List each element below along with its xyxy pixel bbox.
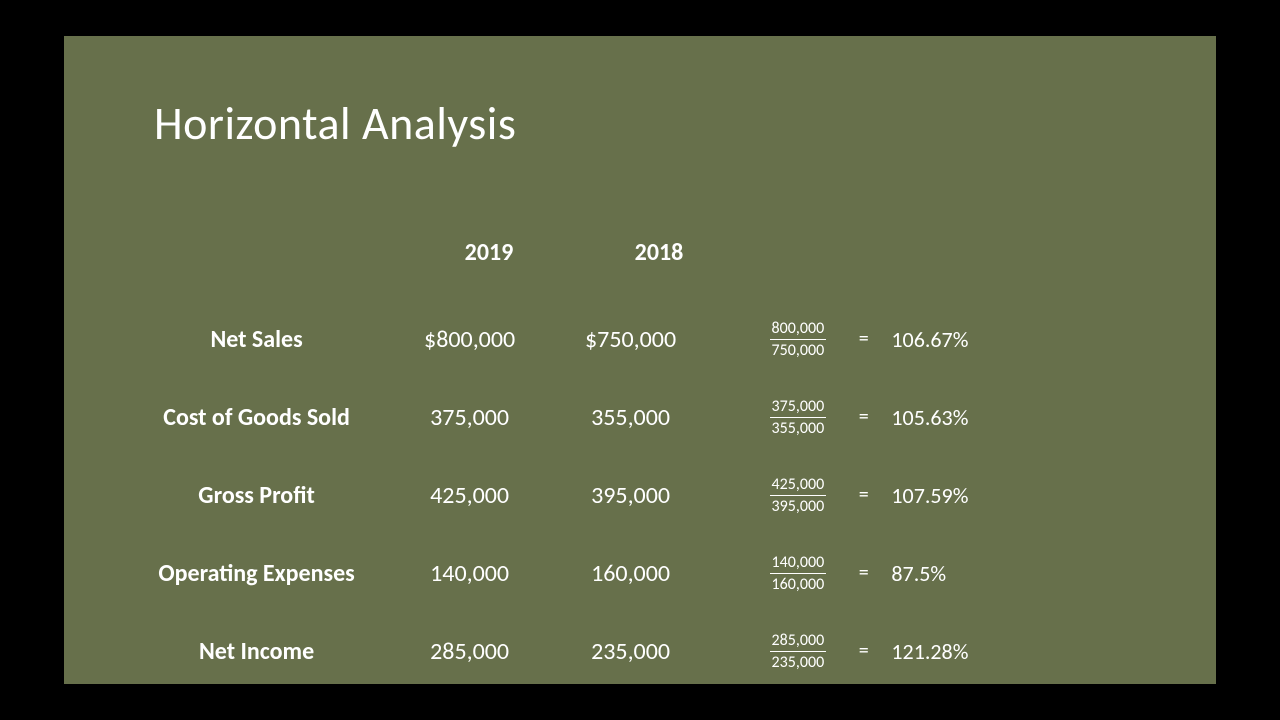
cell-2018: 355,000 xyxy=(550,403,711,432)
fraction-numerator: 375,000 xyxy=(770,397,827,417)
analysis-table: 2019 2018 Net Sales $800,000 $750,000 80… xyxy=(124,224,1024,690)
fraction-numerator: 800,000 xyxy=(770,319,827,339)
cell-2018: 160,000 xyxy=(550,559,711,588)
col-header-2018: 2018 xyxy=(574,238,744,267)
row-label: Net Income xyxy=(124,637,389,666)
cell-2019: 285,000 xyxy=(389,637,550,666)
fraction: 285,000 235,000 xyxy=(741,631,855,672)
cell-2019: 425,000 xyxy=(389,481,550,510)
cell-2018: 235,000 xyxy=(550,637,711,666)
table-header-row: 2019 2018 xyxy=(124,224,1024,280)
equals-sign: = xyxy=(855,327,882,351)
table-row: Net Income 285,000 235,000 285,000 235,0… xyxy=(124,612,1024,690)
fraction-denominator: 235,000 xyxy=(770,651,827,672)
fraction-numerator: 425,000 xyxy=(770,475,827,495)
percent-value: 87.5% xyxy=(881,560,1024,587)
row-label: Cost of Goods Sold xyxy=(124,403,389,432)
equals-sign: = xyxy=(855,405,882,429)
fraction-denominator: 160,000 xyxy=(770,573,827,594)
table-row: Net Sales $800,000 $750,000 800,000 750,… xyxy=(124,300,1024,378)
slide-title: Horizontal Analysis xyxy=(154,96,516,152)
slide: Horizontal Analysis 2019 2018 Net Sales … xyxy=(64,36,1216,684)
percent-value: 105.63% xyxy=(881,404,1024,431)
cell-2018: 395,000 xyxy=(550,481,711,510)
equals-sign: = xyxy=(855,483,882,507)
fraction-numerator: 285,000 xyxy=(770,631,827,651)
cell-2019: 140,000 xyxy=(389,559,550,588)
equals-sign: = xyxy=(855,561,882,585)
row-label: Operating Expenses xyxy=(124,559,389,588)
row-label: Gross Profit xyxy=(124,481,389,510)
equals-sign: = xyxy=(855,639,882,663)
fraction: 800,000 750,000 xyxy=(741,319,855,360)
fraction: 425,000 395,000 xyxy=(741,475,855,516)
fraction: 140,000 160,000 xyxy=(741,553,855,594)
fraction-numerator: 140,000 xyxy=(770,553,827,573)
table-row: Operating Expenses 140,000 160,000 140,0… xyxy=(124,534,1024,612)
table-row: Gross Profit 425,000 395,000 425,000 395… xyxy=(124,456,1024,534)
table-row: Cost of Goods Sold 375,000 355,000 375,0… xyxy=(124,378,1024,456)
cell-2019: 375,000 xyxy=(389,403,550,432)
percent-value: 106.67% xyxy=(881,326,1024,353)
percent-value: 121.28% xyxy=(881,638,1024,665)
fraction-denominator: 355,000 xyxy=(770,417,827,438)
fraction-denominator: 395,000 xyxy=(770,495,827,516)
fraction-denominator: 750,000 xyxy=(770,339,827,360)
cell-2018: $750,000 xyxy=(550,325,711,354)
percent-value: 107.59% xyxy=(881,482,1024,509)
cell-2019: $800,000 xyxy=(389,325,550,354)
row-label: Net Sales xyxy=(124,325,389,354)
col-header-2019: 2019 xyxy=(404,238,574,267)
fraction: 375,000 355,000 xyxy=(741,397,855,438)
